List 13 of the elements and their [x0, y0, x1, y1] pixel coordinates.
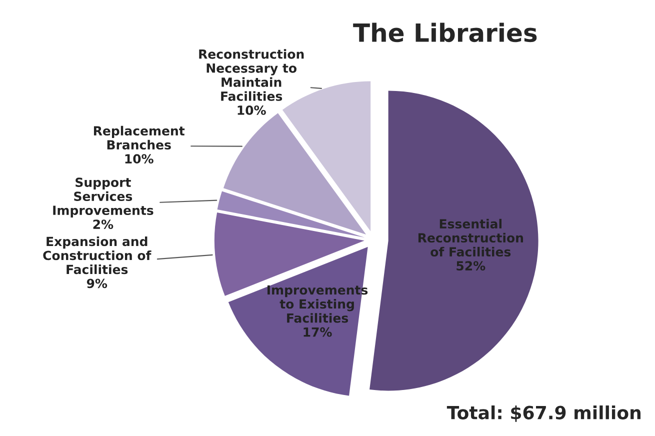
data-label: 9% — [86, 278, 108, 288]
chart-title: The Libraries — [353, 22, 537, 42]
slice-label: Expansion and Construction of Facilities — [43, 236, 152, 274]
slice-label: Essential Reconstruction of Facilities — [418, 218, 523, 257]
data-label: 17% — [304, 327, 332, 337]
slice-label: Support Services Improvements — [53, 178, 154, 218]
data-label: 10% — [125, 154, 154, 164]
slice-label: Replacement Branches — [94, 126, 185, 150]
data-label: 10% — [238, 105, 266, 115]
slice-label: Reconstruction Necessary to Maintain Facilities — [199, 49, 304, 101]
text: Total: $67.9 million — [446, 405, 640, 422]
data-label: 2% — [93, 220, 114, 230]
data-label: 52% — [456, 261, 486, 271]
